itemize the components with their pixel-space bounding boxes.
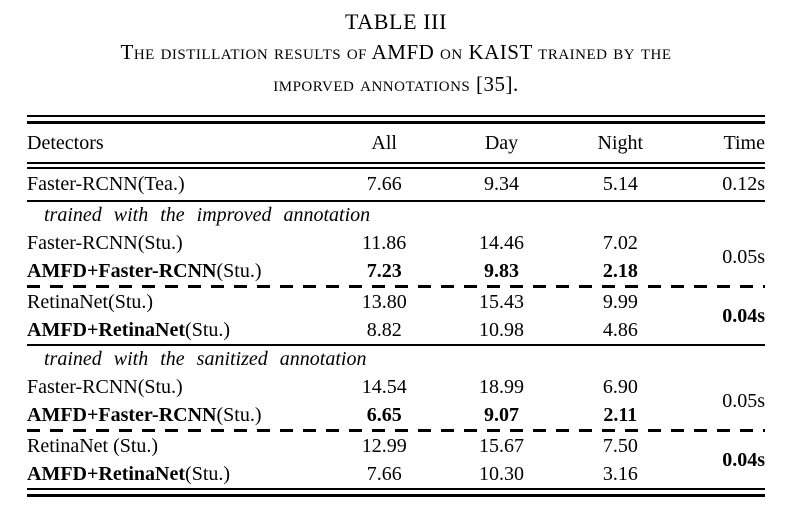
column-header-all: All <box>325 124 443 169</box>
value-cell: 10.98 <box>479 318 525 341</box>
column-header-day: Day <box>442 124 561 169</box>
value-cell: 9.99 <box>602 290 638 313</box>
section-label: trained with the sanitized annotation <box>44 348 367 370</box>
detector-name: AMFD+Faster-RCNN <box>27 403 217 426</box>
value-cell: 15.43 <box>479 290 525 313</box>
dashed-divider <box>27 429 765 432</box>
detector-role-suffix: (Stu.) <box>216 259 262 282</box>
value-cell: 2.11 <box>603 403 638 426</box>
section-label: trained with the improved annotation <box>44 204 371 226</box>
value-cell: 18.99 <box>479 375 525 398</box>
value-cell: 13.80 <box>361 290 407 313</box>
caption-block: TABLE III The distillation results of AM… <box>0 8 792 100</box>
value-cell: 6.65 <box>366 403 402 426</box>
value-cell: 4.86 <box>602 318 638 341</box>
value-cell: 14.46 <box>479 231 525 254</box>
detector-role-suffix: (Stu.) <box>216 403 262 426</box>
value-cell: 11.86 <box>362 231 407 254</box>
detector-cell: Faster-RCNN(Stu.) <box>27 373 326 401</box>
table-row: Faster-RCNN(Stu.) 11.86 14.46 7.02 0.05s <box>27 229 765 268</box>
detector-role-suffix: (Tea.) <box>137 173 185 195</box>
table-subtitle-line1: The distillation results of AMFD on KAIS… <box>120 40 672 64</box>
dashed-divider-line <box>27 285 765 288</box>
column-header-time: Time <box>680 124 765 169</box>
table-row: Faster-RCNN(Tea.) 7.66 9.34 5.14 0.12s <box>27 166 765 201</box>
header-row: Detectors All Day Night Time <box>27 124 765 169</box>
table-row: AMFD+Faster-RCNN(Stu.) 7.23 9.83 2.18 <box>27 257 765 285</box>
detector-role-suffix: (Stu.) <box>137 231 183 254</box>
results-table-wrapper: Detectors All Day Night Time Faster-RCNN… <box>27 115 765 497</box>
value-cell: 9.07 <box>484 403 520 426</box>
value-cell: 14.54 <box>361 375 407 398</box>
detector-cell: AMFD+Faster-RCNN(Stu.) <box>27 401 326 429</box>
solid-divider <box>27 200 765 202</box>
value-cell: 3.16 <box>602 462 638 485</box>
detector-cell: RetinaNet (Stu.) <box>27 432 326 460</box>
table-top-rule <box>27 115 765 124</box>
detector-role-suffix: (Stu.) <box>108 290 154 313</box>
detector-name: Faster-RCNN <box>27 231 138 254</box>
table-subtitle-line2: imporved annotations [35]. <box>273 72 519 96</box>
section-header-row: trained with the sanitized annotation <box>27 346 765 373</box>
detector-name: Faster-RCNN <box>27 375 138 398</box>
detector-role-suffix: (Stu.) <box>185 318 231 341</box>
value-cell: 15.67 <box>479 434 525 457</box>
solid-divider <box>27 344 765 346</box>
detector-cell: RetinaNet(Stu.) <box>27 288 326 316</box>
time-cell: 0.05s <box>722 389 765 412</box>
value-cell: 9.83 <box>484 259 520 282</box>
table-row: AMFD+RetinaNet(Stu.) 7.66 10.30 3.16 <box>27 460 765 488</box>
results-table: Detectors All Day Night Time Faster-RCNN… <box>27 124 765 488</box>
dashed-divider-line <box>27 429 765 432</box>
solid-divider-line <box>27 344 765 346</box>
value-cell: 6.90 <box>602 375 638 398</box>
detector-name: Faster-RCNN <box>27 173 138 195</box>
value-cell: 7.66 <box>366 173 402 195</box>
detector-name: RetinaNet <box>27 290 109 313</box>
table-bottom-rule <box>27 488 765 497</box>
table-row: Faster-RCNN(Stu.) 14.54 18.99 6.90 0.05s <box>27 373 765 412</box>
table-row: AMFD+Faster-RCNN(Stu.) 6.65 9.07 2.11 <box>27 401 765 429</box>
value-cell: 7.66 <box>366 462 402 485</box>
detector-role-suffix: (Stu.) <box>185 462 231 485</box>
paper-page: TABLE III The distillation results of AM… <box>0 8 792 497</box>
time-cell: 0.12s <box>722 173 765 195</box>
table-row: RetinaNet(Stu.) 13.80 15.43 9.99 0.04s <box>27 288 765 327</box>
solid-divider-line <box>27 200 765 202</box>
detector-name: AMFD+RetinaNet <box>27 462 186 485</box>
column-header-night: Night <box>560 124 681 169</box>
detector-cell: Faster-RCNN(Tea.) <box>27 166 326 201</box>
value-cell: 7.02 <box>602 231 638 254</box>
value-cell: 2.18 <box>602 259 638 282</box>
table-caption: TABLE III <box>345 9 447 34</box>
time-cell: 0.05s <box>722 245 765 268</box>
time-cell: 0.04s <box>722 448 765 471</box>
detector-cell: AMFD+RetinaNet(Stu.) <box>27 460 326 488</box>
value-cell: 5.14 <box>602 173 638 195</box>
detector-cell: AMFD+RetinaNet(Stu.) <box>27 316 326 344</box>
column-header-detectors: Detectors <box>27 124 326 169</box>
value-cell: 8.82 <box>366 318 402 341</box>
table-body: Faster-RCNN(Tea.) 7.66 9.34 5.14 0.12s traine… <box>27 166 765 489</box>
value-cell: 10.30 <box>479 462 525 485</box>
value-cell: 9.34 <box>484 173 520 195</box>
detector-role-suffix: (Stu.) <box>108 434 159 457</box>
section-header-row: trained with the improved annotation <box>27 202 765 229</box>
detector-name: AMFD+RetinaNet <box>27 318 186 341</box>
table-row: AMFD+RetinaNet(Stu.) 8.82 10.98 4.86 <box>27 316 765 344</box>
value-cell: 7.23 <box>366 259 402 282</box>
detector-cell: Faster-RCNN(Stu.) <box>27 229 326 257</box>
detector-cell: AMFD+Faster-RCNN(Stu.) <box>27 257 326 285</box>
detector-name: AMFD+Faster-RCNN <box>27 259 217 282</box>
detector-name: RetinaNet <box>27 434 109 457</box>
table-subtitle: The distillation results of AMFD on KAIS… <box>0 36 792 100</box>
table-row: RetinaNet (Stu.) 12.99 15.67 7.50 0.04s <box>27 432 765 471</box>
detector-role-suffix: (Stu.) <box>137 375 183 398</box>
dashed-divider <box>27 285 765 288</box>
value-cell: 12.99 <box>361 434 407 457</box>
value-cell: 7.50 <box>602 434 638 457</box>
time-cell: 0.04s <box>722 304 765 327</box>
